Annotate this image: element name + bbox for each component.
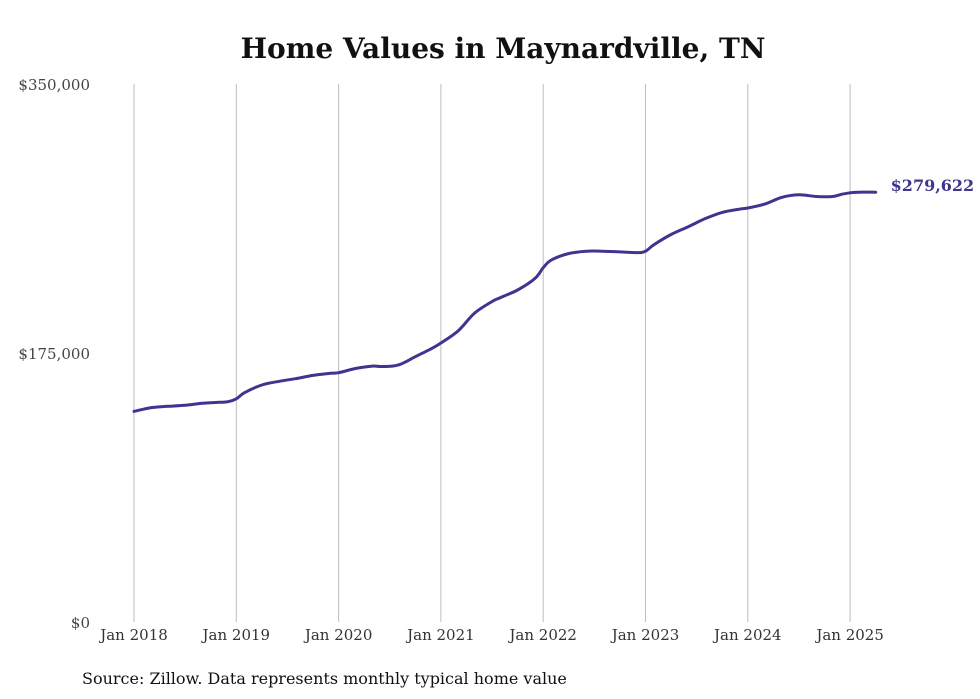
vertical-gridlines (133, 84, 851, 622)
x-axis-tick-labels: Jan 2018 Jan 2019 Jan 2020 Jan 2021 Jan 2022… (98, 626, 884, 644)
y-tick-label: $0 (71, 614, 90, 632)
y-tick-label: $175,000 (18, 345, 90, 363)
home-value-line (132, 190, 878, 413)
x-tick-label: Jan 2022 (507, 626, 577, 644)
x-tick-label: Jan 2018 (98, 626, 168, 644)
x-tick-label: Jan 2024 (712, 626, 782, 644)
chart-title: Home Values in Maynardville, TN (241, 32, 766, 65)
x-tick-label: Jan 2025 (814, 626, 884, 644)
x-tick-label: Jan 2020 (303, 626, 373, 644)
x-tick-label: Jan 2019 (201, 626, 271, 644)
latest-value-label: $279,622 (891, 176, 975, 195)
y-tick-label: $350,000 (18, 76, 90, 94)
x-tick-label: Jan 2023 (610, 626, 680, 644)
y-axis-tick-labels: $0 $175,000 $350,000 (18, 76, 90, 632)
source-note: Source: Zillow. Data represents monthly … (82, 669, 567, 688)
x-tick-label: Jan 2021 (405, 626, 475, 644)
